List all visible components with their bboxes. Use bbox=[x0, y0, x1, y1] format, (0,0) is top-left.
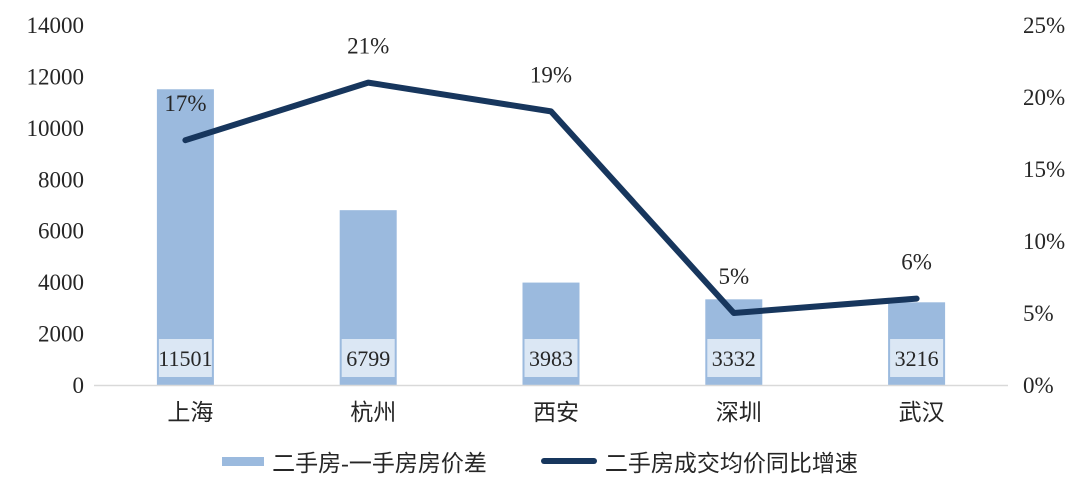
line-series-swatch bbox=[540, 458, 597, 464]
left-axis-tick: 6000 bbox=[38, 219, 84, 244]
category-label: 深圳 bbox=[716, 400, 762, 425]
combo-chart: 11501 6799 3983 3332 3216 17% 21% 19% 5% 6% 14000 1… bbox=[27, 13, 1066, 425]
bar-label-box bbox=[158, 339, 212, 377]
right-axis-tick: 20% bbox=[1023, 85, 1065, 110]
legend-item-bar-series: 二手房-一手房房价差 bbox=[222, 444, 487, 478]
legend: 二手房-一手房房价差 二手房成交均价同比增速 bbox=[0, 444, 1080, 478]
line-point-label: 21% bbox=[347, 34, 389, 59]
left-axis-tick: 2000 bbox=[38, 322, 84, 347]
bar-series-swatch bbox=[222, 456, 265, 466]
category-label: 上海 bbox=[167, 400, 213, 425]
line-point-label: 5% bbox=[718, 264, 749, 289]
right-axis-tick: 10% bbox=[1023, 229, 1065, 254]
line-point-label: 6% bbox=[901, 250, 932, 275]
left-axis-tick: 4000 bbox=[38, 270, 84, 295]
bar-label-box bbox=[341, 339, 395, 377]
right-axis-tick: 0% bbox=[1023, 373, 1054, 398]
left-axis-tick: 0 bbox=[73, 373, 85, 398]
legend-item-line-series: 二手房成交均价同比增速 bbox=[540, 444, 858, 478]
category-label: 武汉 bbox=[899, 400, 945, 425]
line-point-label: 19% bbox=[530, 62, 572, 87]
left-axis-tick: 8000 bbox=[38, 167, 84, 192]
bar-label-box bbox=[890, 339, 944, 377]
left-axis-tick: 12000 bbox=[27, 64, 85, 89]
line-series-label: 二手房成交均价同比增速 bbox=[604, 451, 858, 476]
category-label: 杭州 bbox=[350, 400, 396, 425]
left-axis-tick: 10000 bbox=[27, 116, 85, 141]
bar-value-label: 3332 bbox=[712, 346, 756, 371]
bar-value-label: 3983 bbox=[529, 346, 573, 371]
bar-label-box bbox=[524, 339, 578, 377]
bar-value-label: 6799 bbox=[346, 346, 390, 371]
left-axis-tick: 14000 bbox=[27, 13, 85, 38]
line-series bbox=[182, 79, 920, 316]
bar-label-box bbox=[707, 339, 761, 377]
right-axis-tick: 5% bbox=[1023, 301, 1054, 326]
bar-series-label: 二手房-一手房房价差 bbox=[272, 451, 487, 476]
category-label: 西安 bbox=[533, 400, 579, 425]
bar-value-label: 11501 bbox=[158, 346, 212, 371]
right-axis-tick: 15% bbox=[1023, 157, 1065, 182]
right-axis-tick: 25% bbox=[1023, 13, 1065, 38]
line-point-label: 17% bbox=[164, 91, 206, 116]
bar-value-label: 3216 bbox=[895, 346, 939, 371]
